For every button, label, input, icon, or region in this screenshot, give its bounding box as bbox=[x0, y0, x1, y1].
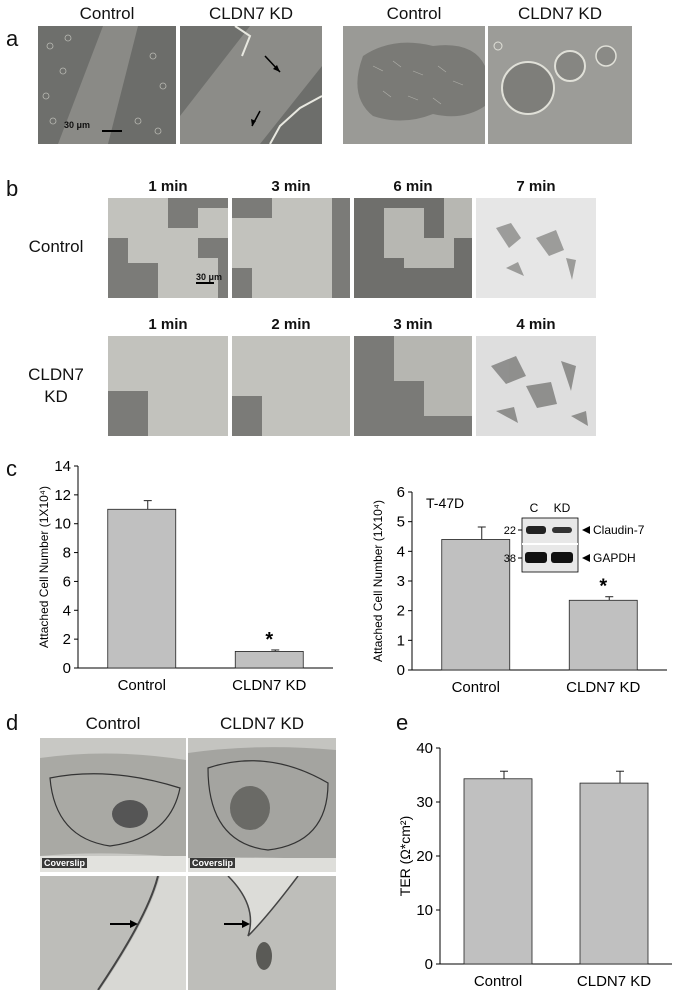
blot-arrow-0 bbox=[582, 526, 590, 534]
em-image-control-bottom bbox=[40, 876, 186, 990]
row-label-control: Control bbox=[28, 237, 84, 256]
em-image-kd-top bbox=[188, 738, 336, 872]
micrograph-a-control-colony bbox=[343, 26, 485, 144]
blot-band-claudin-c bbox=[526, 526, 546, 534]
panel-a-label-control-2: Control bbox=[386, 4, 442, 23]
e-ylabel: TER (Ω*cm²) bbox=[397, 816, 413, 896]
micrograph-b-kd-4 bbox=[476, 336, 596, 436]
micrograph-b-kd-3 bbox=[354, 336, 472, 436]
c-right-ylabel: Attached Cell Number (1X10⁴) bbox=[371, 500, 385, 662]
e-bar-1 bbox=[579, 782, 649, 965]
scale-bar-label-a: 30 μm bbox=[64, 120, 91, 130]
c-right-bar-0 bbox=[441, 539, 511, 671]
e-ytick-label: 10 bbox=[416, 902, 433, 919]
c-right-ytick-label: 4 bbox=[397, 543, 405, 560]
micrograph-b-control-4 bbox=[476, 198, 596, 298]
c-left-bar-0 bbox=[107, 508, 177, 669]
blot-band-gapdh-kd bbox=[551, 552, 573, 563]
e-plot: 0 10 20 30 40 TER (Ω*cm²) Control CLDN7 KD bbox=[397, 740, 672, 990]
c-right-bar-1 bbox=[568, 599, 638, 671]
c-right-ytick-label: 3 bbox=[397, 573, 405, 590]
panel-letter-c: c bbox=[6, 456, 17, 481]
time-label-kd-3: 3 min bbox=[393, 316, 433, 333]
e-bar-0 bbox=[463, 778, 533, 965]
chart-c-right: 0 1 2 3 4 5 6 Attached Cell Number (1X10⁴) Contr… bbox=[370, 478, 680, 698]
panel-a-label-kd-1: CLDN7 KD bbox=[208, 4, 294, 23]
c-left-sig-1: * bbox=[265, 629, 273, 651]
time-label-kd-2: 2 min bbox=[271, 316, 311, 333]
blot-marker-0: 22 bbox=[504, 525, 516, 537]
e-category-0: Control bbox=[474, 973, 522, 990]
panel-a-label-kd-2: CLDN7 KD bbox=[517, 4, 603, 23]
row-label-kd: CLDN7 KD bbox=[28, 365, 84, 406]
e-ytick-label: 0 bbox=[425, 956, 433, 973]
c-left-category-0: Control bbox=[118, 677, 166, 694]
c-right-category-1: CLDN7 KD bbox=[566, 679, 640, 696]
c-right-ytick-label: 5 bbox=[397, 514, 405, 531]
c-right-category-0: Control bbox=[452, 679, 500, 696]
c-right-ytick-label: 1 bbox=[397, 632, 405, 649]
c-right-sig-1: * bbox=[599, 576, 607, 598]
c-right-ytick-label: 2 bbox=[397, 603, 405, 620]
micrograph-b-kd-1 bbox=[108, 336, 228, 436]
panel-letter-e: e bbox=[396, 710, 409, 735]
blot-band-claudin-kd bbox=[552, 527, 572, 533]
e-ytick-label: 20 bbox=[416, 848, 433, 865]
chart-e: 0 10 20 30 40 TER (Ω*cm²) Control CLDN7 KD bbox=[380, 738, 680, 992]
c-left-ytick-label: 4 bbox=[63, 602, 71, 619]
blot-band-label-1: GAPDH bbox=[593, 551, 636, 565]
c-right-ytick-label: 6 bbox=[397, 484, 405, 501]
em-image-control-top bbox=[40, 738, 186, 872]
blot-band-gapdh-c bbox=[525, 552, 547, 563]
blot-marker-1: 38 bbox=[504, 553, 516, 565]
blot-band-label-0: Claudin-7 bbox=[593, 523, 645, 537]
c-left-ytick-label: 0 bbox=[63, 660, 71, 677]
c-left-ytick-label: 2 bbox=[63, 631, 71, 648]
c-right-plot: 0 1 2 3 4 5 6 Attached Cell Number (1X10⁴) Contr… bbox=[371, 484, 667, 696]
blot-lane-0: C bbox=[530, 501, 539, 515]
c-left-ytick-label: 6 bbox=[63, 573, 71, 590]
e-ytick-label: 30 bbox=[416, 794, 433, 811]
time-label-kd-4: 4 min bbox=[516, 316, 556, 333]
panel-letter-d: d bbox=[6, 710, 19, 735]
c-left-ytick-label: 10 bbox=[54, 516, 71, 533]
time-label-kd-1: 1 min bbox=[148, 316, 188, 333]
micrograph-b-control-2 bbox=[232, 198, 350, 298]
c-right-annotation: T-47D bbox=[426, 495, 464, 511]
time-label-control-4: 7 min bbox=[516, 178, 556, 195]
c-left-ytick-label: 8 bbox=[63, 545, 71, 562]
e-category-1: CLDN7 KD bbox=[577, 973, 651, 990]
c-right-ytick-label: 0 bbox=[397, 662, 405, 679]
panel-letter-b: b bbox=[6, 176, 19, 201]
c-left-ytick-label: 12 bbox=[54, 487, 71, 504]
c-left-category-1: CLDN7 KD bbox=[232, 677, 306, 694]
scale-bar-label-b: 30 μm bbox=[196, 272, 223, 282]
time-label-control-2: 3 min bbox=[271, 178, 311, 195]
micrograph-a-control-wound bbox=[38, 26, 176, 144]
blot-lane-1: KD bbox=[554, 501, 571, 515]
coverslip-label-kd: Coverslip bbox=[190, 858, 236, 868]
c-left-ylabel: Attached Cell Number (1X10⁴) bbox=[37, 486, 51, 648]
e-ytick-label: 40 bbox=[416, 740, 433, 757]
c-left-bar-1 bbox=[234, 651, 304, 669]
micrograph-b-control-1 bbox=[108, 198, 228, 298]
c-left-ytick-label: 14 bbox=[54, 458, 71, 475]
panel-letter-a: a bbox=[6, 26, 19, 51]
micrograph-b-control-3 bbox=[354, 198, 472, 298]
blot-arrow-1 bbox=[582, 554, 590, 562]
micrograph-a-kd-wound bbox=[180, 26, 322, 144]
time-label-control-3: 6 min bbox=[393, 178, 433, 195]
chart-c-left: 0 2 4 6 8 10 12 14 Attached Cell Number (1X10⁴) C… bbox=[28, 458, 348, 698]
panel-a-label-control-1: Control bbox=[79, 4, 135, 23]
coverslip-label-control: Coverslip bbox=[42, 858, 88, 868]
panel-d-label-control: Control bbox=[85, 714, 141, 733]
time-label-control-1: 1 min bbox=[148, 178, 188, 195]
panel-d-label-kd: CLDN7 KD bbox=[219, 714, 305, 733]
micrograph-a-kd-colony bbox=[488, 26, 632, 144]
em-image-kd-bottom bbox=[188, 876, 336, 990]
micrograph-b-kd-2 bbox=[232, 336, 350, 436]
